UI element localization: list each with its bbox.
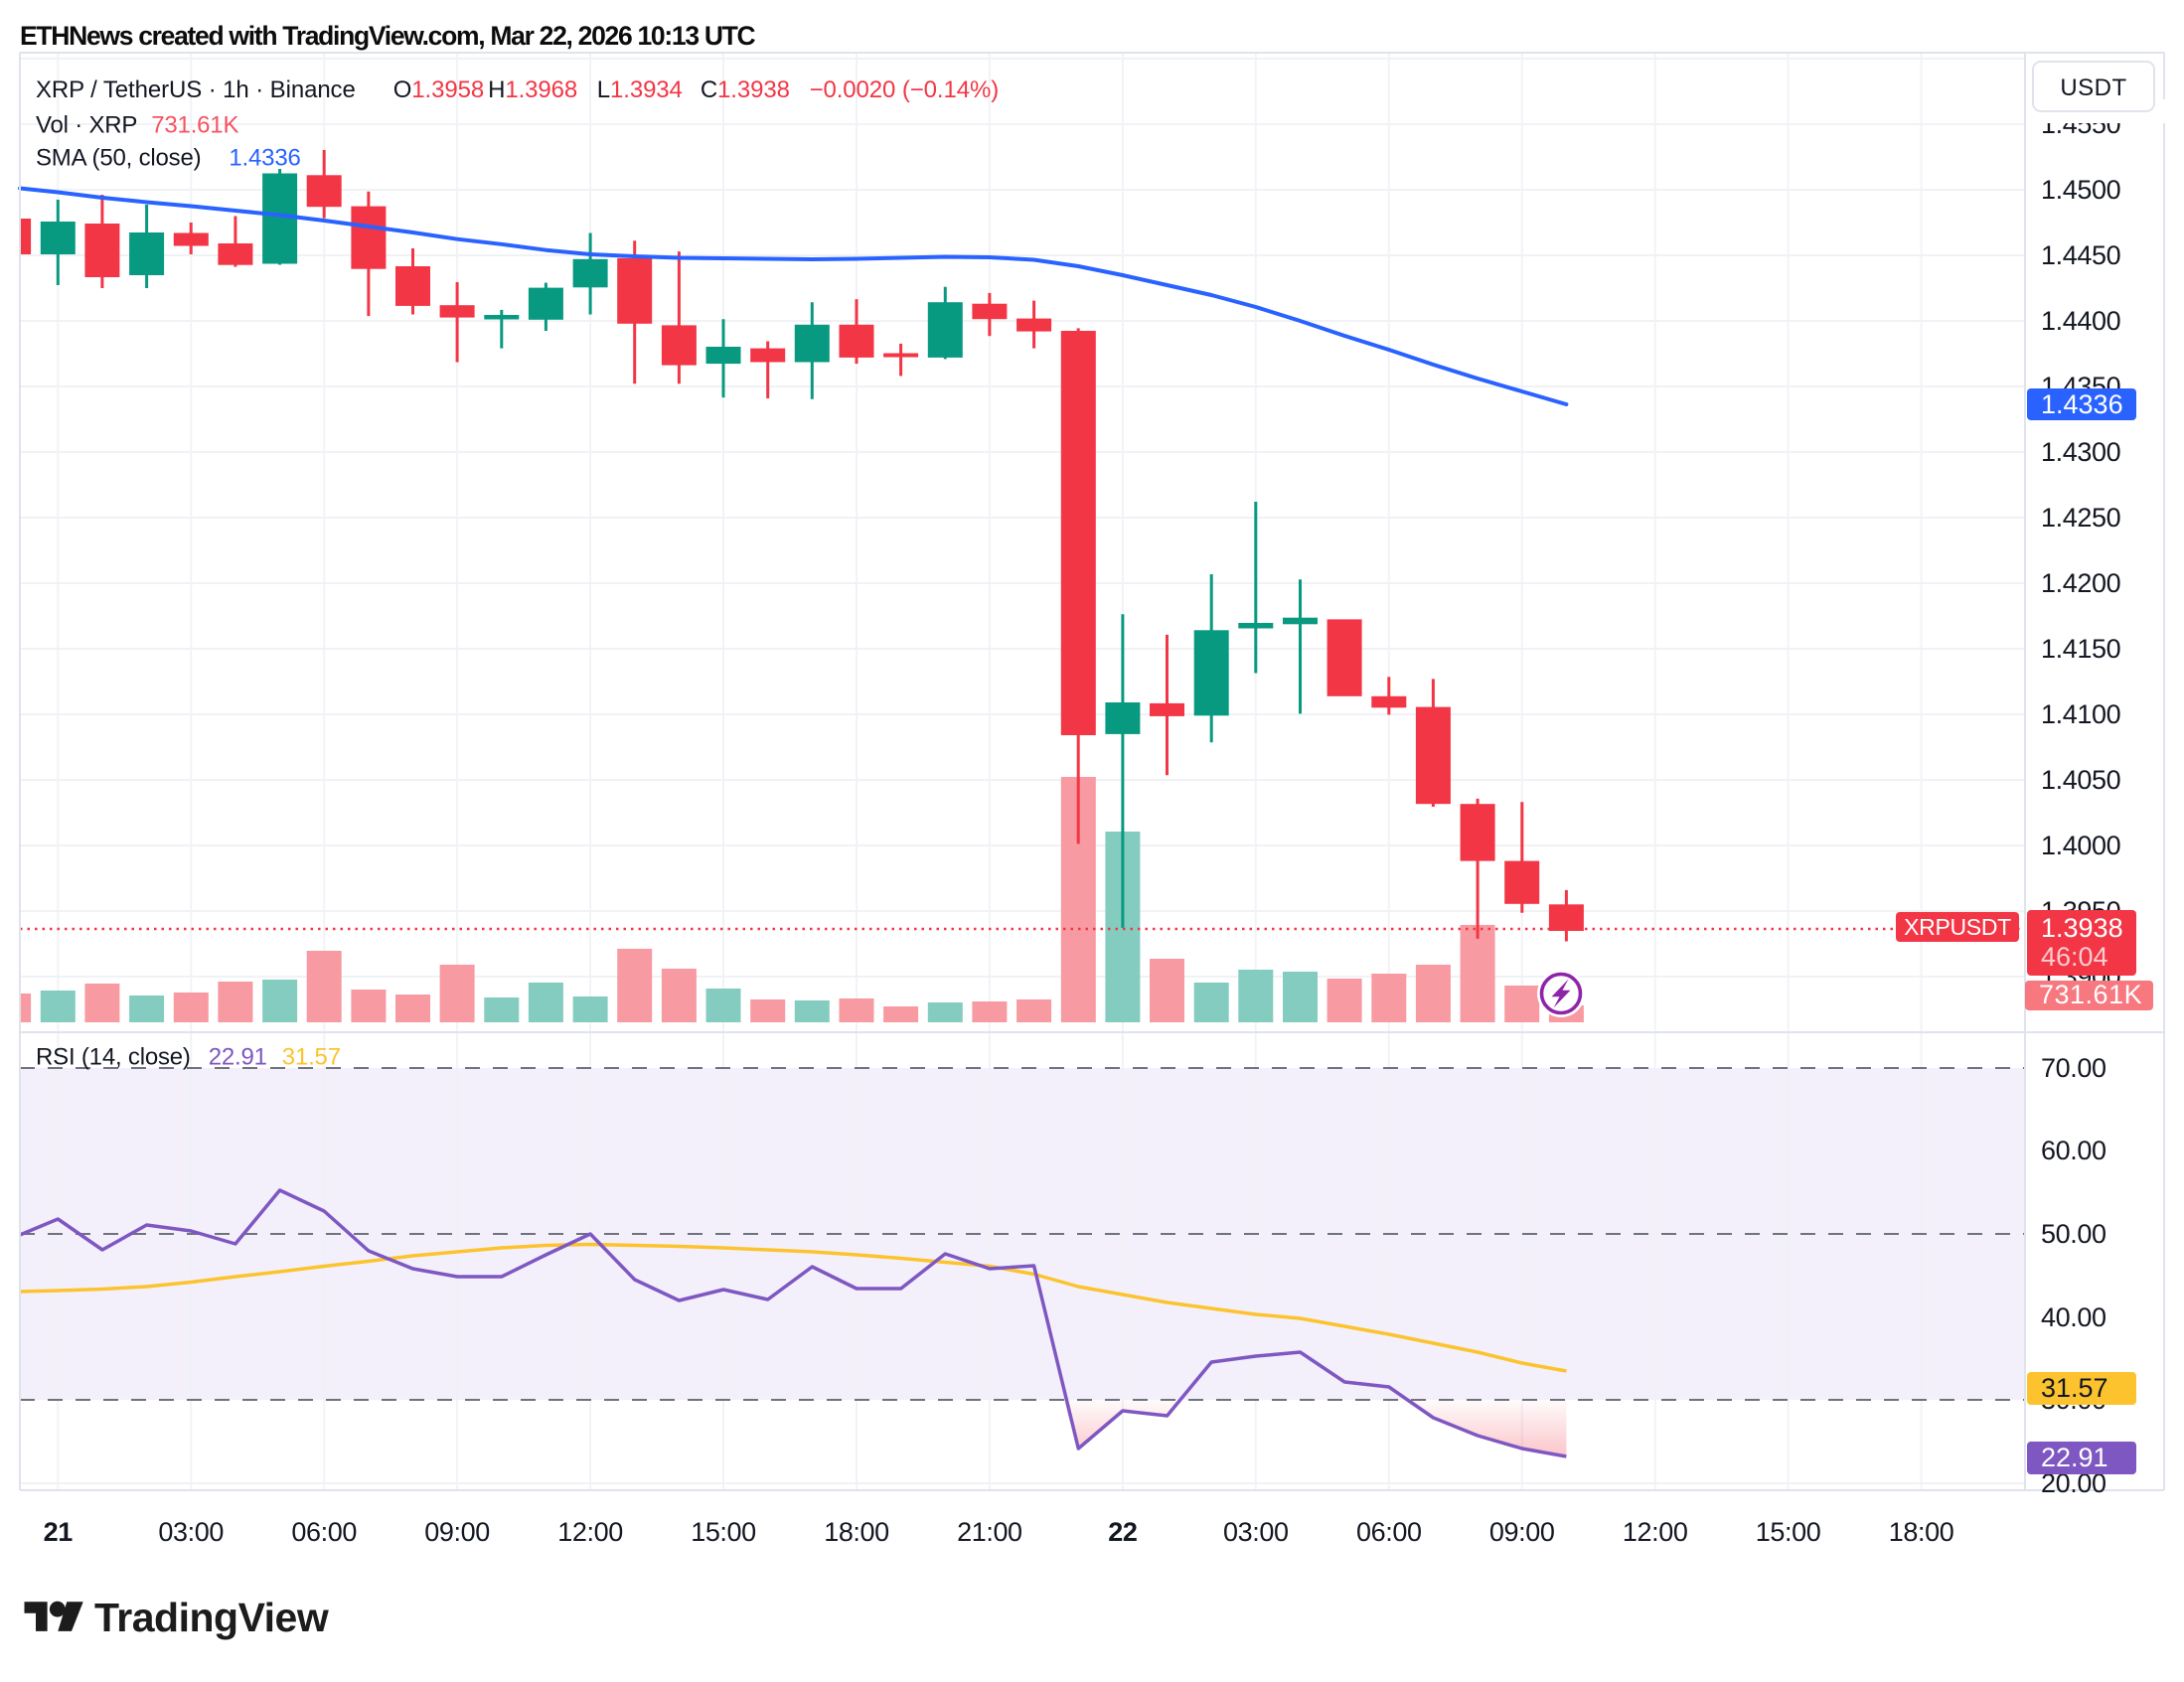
svg-text:03:00: 03:00 [158,1517,224,1547]
svg-text:1.4150: 1.4150 [2041,634,2120,664]
svg-text:1.4250: 1.4250 [2041,503,2120,533]
svg-text:50.00: 50.00 [2041,1219,2106,1249]
svg-text:TradingView: TradingView [94,1595,329,1640]
svg-text:XRPUSDT: XRPUSDT [1904,914,2011,940]
svg-text:ETHNews created with TradingVi: ETHNews created with TradingView.com, Ma… [20,21,756,51]
svg-text:21:00: 21:00 [957,1517,1022,1547]
svg-text:1.4400: 1.4400 [2041,306,2120,336]
svg-text:18:00: 18:00 [1889,1517,1954,1547]
svg-text:22: 22 [1108,1517,1137,1547]
svg-text:1.4100: 1.4100 [2041,699,2120,729]
svg-text:1.4450: 1.4450 [2041,240,2120,270]
svg-text:1.4500: 1.4500 [2041,175,2120,205]
svg-text:18:00: 18:00 [824,1517,889,1547]
svg-text:06:00: 06:00 [1356,1517,1422,1547]
svg-text:46:04: 46:04 [2041,942,2108,972]
svg-text:06:00: 06:00 [291,1517,357,1547]
svg-text:60.00: 60.00 [2041,1136,2106,1165]
svg-text:22.91: 22.91 [2041,1443,2108,1472]
svg-text:SMA (50, close)1.4336: SMA (50, close) 1.4336 [36,145,301,172]
svg-text:731.61K: 731.61K [2039,980,2142,1009]
svg-text:12:00: 12:00 [1623,1517,1688,1547]
svg-text:1.4050: 1.4050 [2041,765,2120,795]
svg-text:09:00: 09:00 [1489,1517,1555,1547]
svg-text:03:00: 03:00 [1223,1517,1289,1547]
svg-text:15:00: 15:00 [1756,1517,1821,1547]
svg-text:1.3938: 1.3938 [2041,913,2123,943]
svg-text:12:00: 12:00 [557,1517,623,1547]
svg-text:1.4300: 1.4300 [2041,437,2120,467]
svg-text:31.57: 31.57 [2041,1373,2108,1403]
svg-text:40.00: 40.00 [2041,1302,2106,1332]
svg-text:21: 21 [44,1517,74,1547]
svg-text:1.4336: 1.4336 [2041,389,2123,419]
svg-text:09:00: 09:00 [424,1517,490,1547]
svg-text:70.00: 70.00 [2041,1053,2106,1083]
svg-text:15:00: 15:00 [691,1517,756,1547]
svg-text:USDT: USDT [2060,75,2126,101]
svg-text:1.4200: 1.4200 [2041,568,2120,598]
svg-text:1.4000: 1.4000 [2041,831,2120,860]
